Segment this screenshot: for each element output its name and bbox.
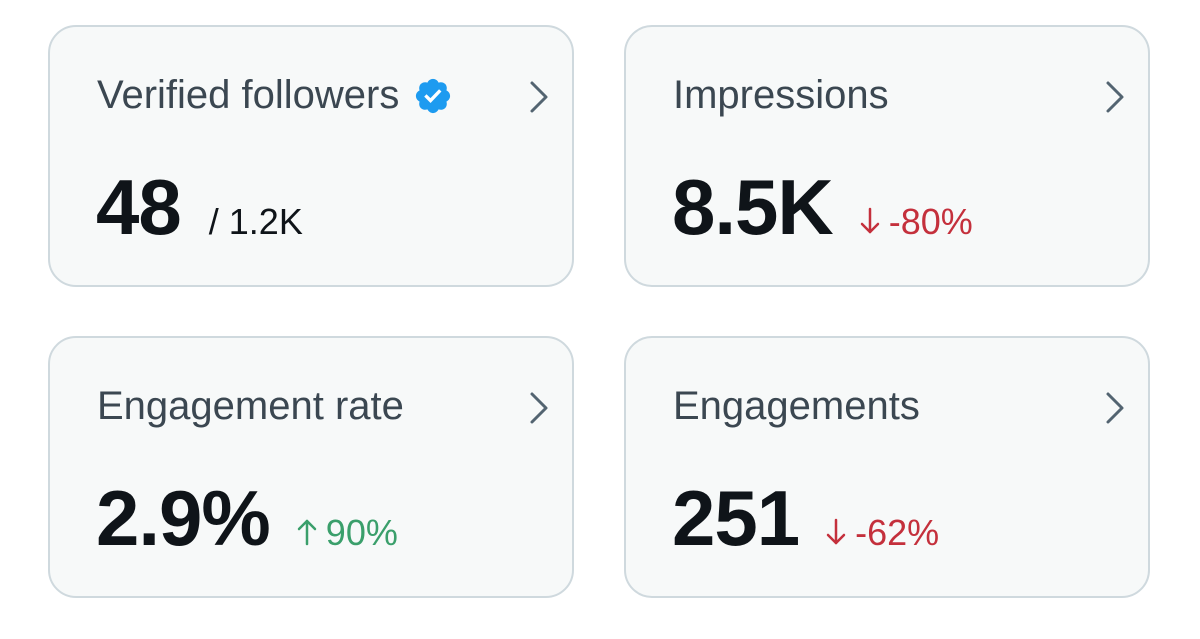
arrow-down-icon [860,207,880,234]
engagements-delta-value: -62% [855,512,940,553]
chevron-right-icon[interactable] [1104,390,1126,426]
value-row: 2.9% 90% [96,478,398,558]
engagement-rate-title: Engagement rate [97,384,404,428]
verified-followers-title: Verified followers [97,73,400,117]
verified-badge-icon [416,78,451,114]
engagement-rate-value: 2.9% [96,474,271,562]
engagements-card[interactable]: Engagements 251 -62% [624,336,1150,598]
arrow-up-icon [297,519,317,546]
total-followers-value: / 1.2K [208,201,303,242]
engagement-rate-card[interactable]: Engagement rate 2.9% 90% [48,336,574,598]
chevron-right-icon[interactable] [528,390,550,426]
verified-followers-card[interactable]: Verified followers 48 / 1.2K [48,25,574,287]
card-title: Verified followers [97,71,453,119]
verified-followers-value: 48 [96,163,182,251]
chevron-right-icon[interactable] [1104,79,1126,115]
value-row: 251 -62% [672,478,939,558]
engagement-rate-delta: 90% [296,513,398,553]
arrow-down-icon [826,518,846,545]
engagements-delta: -62% [825,513,939,553]
chevron-right-icon[interactable] [528,79,550,115]
engagements-title: Engagements [673,384,920,428]
impressions-delta-value: -80% [888,201,973,242]
card-title: Impressions [673,71,889,119]
engagements-value: 251 [672,474,800,562]
impressions-value: 8.5K [672,163,834,251]
impressions-card[interactable]: Impressions 8.5K -80% [624,25,1150,287]
value-row: 48 / 1.2K [96,167,303,247]
impressions-title: Impressions [673,73,889,117]
engagement-rate-delta-value: 90% [325,512,398,553]
card-title: Engagements [673,382,920,430]
card-title: Engagement rate [97,382,404,430]
value-row: 8.5K -80% [672,167,973,247]
impressions-delta: -80% [859,202,973,242]
